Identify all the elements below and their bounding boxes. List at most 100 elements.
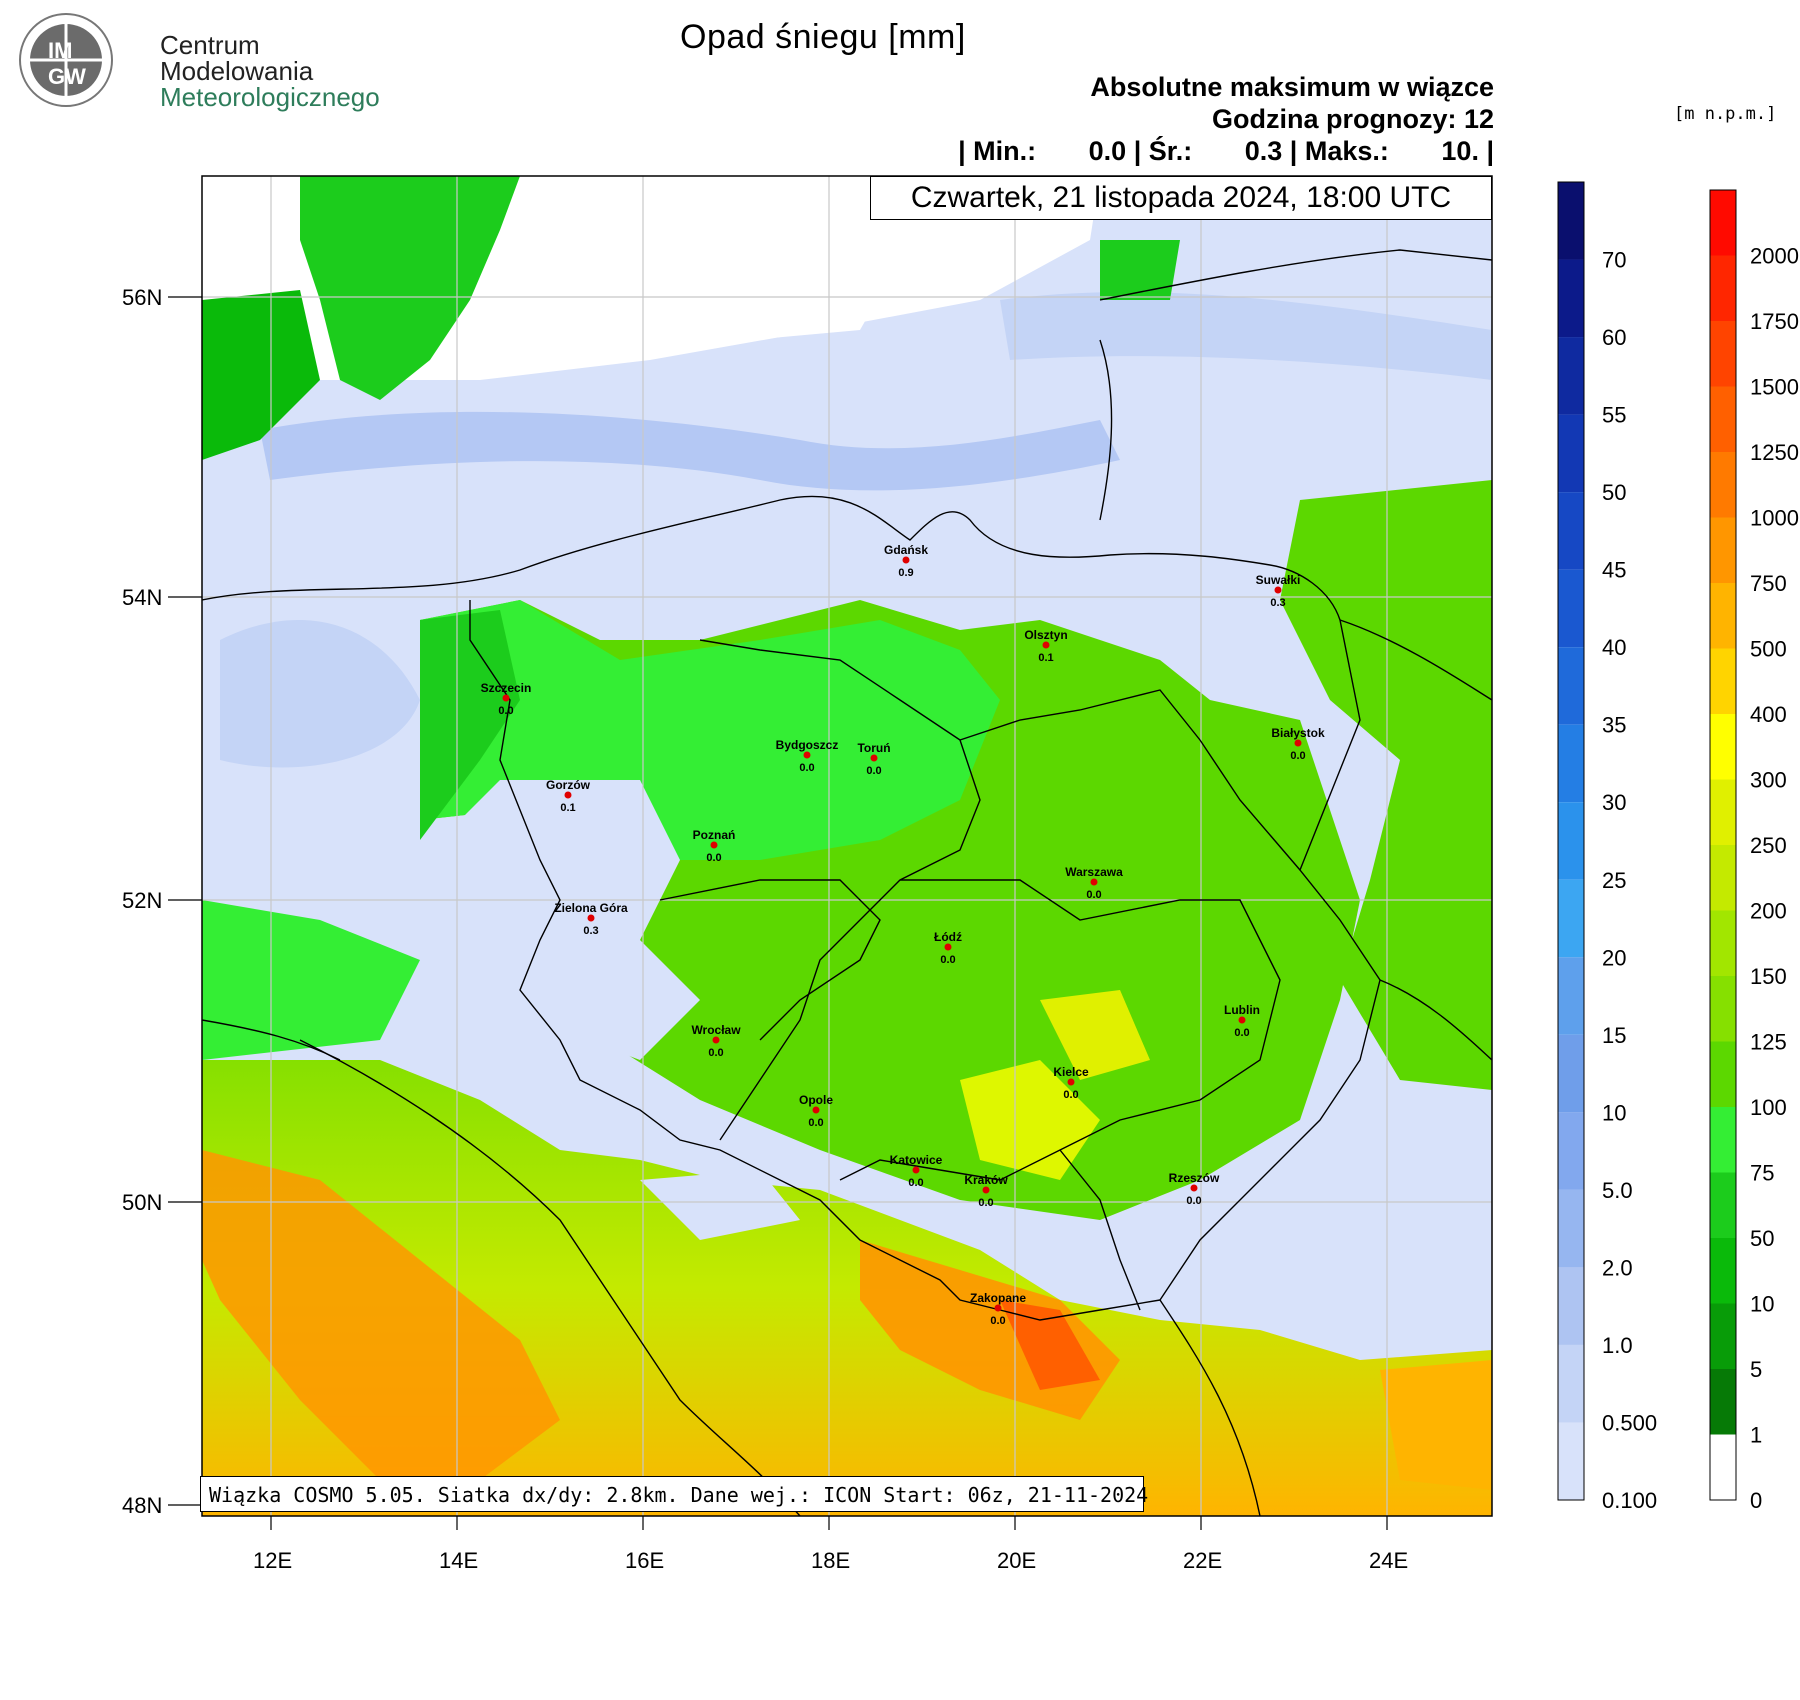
colorbar-swatch (1710, 1238, 1736, 1304)
voivodeship-lines-2 (959, 689, 1301, 871)
snow-colorbar: 70 60 55 50 45 40 35 30 25 20 15 10 5.0 2.0 1.0 0.500 0.… (1557, 181, 1657, 1513)
city-snow-value: 0.0 (866, 765, 881, 777)
city-snow-value: 0.0 (799, 762, 814, 774)
snow-patch-south (1240, 1260, 1492, 1340)
colorbar-swatch (1558, 182, 1584, 260)
city-name: Rzeszów (1169, 1171, 1220, 1185)
colorbar-swatch (1558, 569, 1584, 648)
city-dot (1238, 1016, 1246, 1024)
colorbar-swatch (1558, 337, 1584, 415)
terrain-tatra-peak (1000, 1300, 1100, 1390)
imgw-badge-icon: IM GW (19, 13, 113, 107)
slovakia-ukraine-border (1159, 1299, 1261, 1516)
colorbar-label: 125 (1750, 1030, 1787, 1055)
colorbar-swatch (1558, 1267, 1584, 1345)
colorbar-swatch (1710, 1369, 1736, 1435)
snow-band-2 (1000, 291, 1492, 380)
colorbar-swatch (1710, 321, 1736, 387)
city-name: Poznań (693, 828, 736, 842)
colorbar-swatch (1558, 1422, 1584, 1500)
lon-tick-18e: 18E (811, 1548, 850, 1573)
colorbar-label: 1250 (1750, 440, 1799, 465)
city-name: Szczecin (481, 681, 532, 695)
city-snow-value: 0.0 (498, 705, 513, 717)
terrain-colorbar: 2000175015001250100075050040030025020015… (1709, 189, 1799, 1513)
city-snow-value: 0.0 (706, 852, 721, 864)
colorbar-swatch (1710, 910, 1736, 976)
colorbar-swatch (1558, 802, 1584, 880)
colorbar-swatch (1710, 1041, 1736, 1107)
city-snow-value: 0.1 (1038, 652, 1053, 664)
colorbar-swatch (1710, 190, 1736, 256)
snow-band-3 (220, 620, 420, 768)
city-dot (994, 1304, 1002, 1312)
city-dot (902, 556, 910, 564)
lat-tick-48n: 48N (122, 1493, 162, 1518)
baltic-coastline (202, 495, 1111, 601)
city-name: Lublin (1224, 1003, 1260, 1017)
subtitle-stats: | Min.: 0.0 | Śr.: 0.3 | Maks.: 10. | (958, 136, 1494, 166)
colorbar-label: 10 (1602, 1100, 1626, 1125)
city-name: Toruń (857, 741, 890, 755)
lat-tick-56n: 56N (122, 285, 162, 310)
colorbar-label: 400 (1750, 702, 1787, 727)
colorbar-swatch (1710, 976, 1736, 1042)
colorbar-label: 75 (1750, 1161, 1774, 1186)
city-snow-value: 0.1 (560, 802, 575, 814)
voivodeship-lines-3 (839, 879, 1281, 1181)
colorbar-label: 45 (1602, 558, 1626, 583)
colorbar-swatch (1558, 414, 1584, 493)
land-green-nw (202, 290, 320, 460)
city-snow-value: 0.0 (990, 1315, 1005, 1327)
southern-western-border (469, 600, 1161, 1321)
colorbar-label: 55 (1602, 403, 1626, 428)
land-green-north (300, 176, 520, 400)
land-green-szczecin (420, 610, 520, 840)
colorbar-swatch (1558, 647, 1584, 725)
colorbar-label: 40 (1602, 635, 1626, 660)
subtitle-line1: Absolutne maksimum w wiązce (1090, 72, 1494, 102)
colorbar-swatch (1558, 1112, 1584, 1190)
colorbar-label: 5 (1750, 1357, 1762, 1382)
colorbar-swatch (1558, 1189, 1584, 1268)
colorbar-swatch (1710, 714, 1736, 780)
city-snow-value: 0.0 (708, 1047, 723, 1059)
city-dot (812, 1106, 820, 1114)
map-field (202, 176, 1492, 1516)
germany-border (202, 1019, 341, 1061)
logo-line3: Meteorologicznego (160, 82, 380, 112)
city-dot (870, 754, 878, 762)
terrain-carpathians-east (1380, 1360, 1492, 1490)
colorbar-swatch (1710, 845, 1736, 911)
city-dot (564, 791, 572, 799)
colorbar-swatch (1710, 1172, 1736, 1238)
city-snow-value: 0.3 (583, 925, 598, 937)
colorbar-swatch (1710, 648, 1736, 714)
colorbar-swatch (1558, 259, 1584, 338)
city-dot (944, 943, 952, 951)
colorbar-label: 5.0 (1602, 1178, 1633, 1203)
colorbar-label: 0.500 (1602, 1410, 1657, 1435)
colorbar-label: 200 (1750, 899, 1787, 924)
logo-line1: Centrum (160, 30, 260, 60)
colorbar-label: 100 (1750, 1095, 1787, 1120)
colorbar-swatch (1710, 517, 1736, 583)
voivodeship-lines (699, 639, 981, 1141)
terrain-alps-west (202, 1150, 560, 1480)
city-name: Zakopane (970, 1291, 1026, 1305)
city-dot (1090, 878, 1098, 886)
lat-ticks: 56N 54N 52N 50N 48N (122, 285, 202, 1518)
lon-tick-12e: 12E (253, 1548, 292, 1573)
colorbar-label: 60 (1602, 325, 1626, 350)
city-name: Opole (799, 1093, 833, 1107)
city-dot (587, 914, 595, 922)
city-dot (710, 841, 718, 849)
colorbar-label: 1000 (1750, 506, 1799, 531)
city-name: Zielona Góra (554, 901, 628, 915)
curonian-spit (1099, 339, 1113, 521)
city-name: Kielce (1053, 1065, 1089, 1079)
city-name: Gdańsk (884, 543, 928, 557)
lat-tick-54n: 54N (122, 585, 162, 610)
lon-tick-24e: 24E (1369, 1548, 1408, 1573)
